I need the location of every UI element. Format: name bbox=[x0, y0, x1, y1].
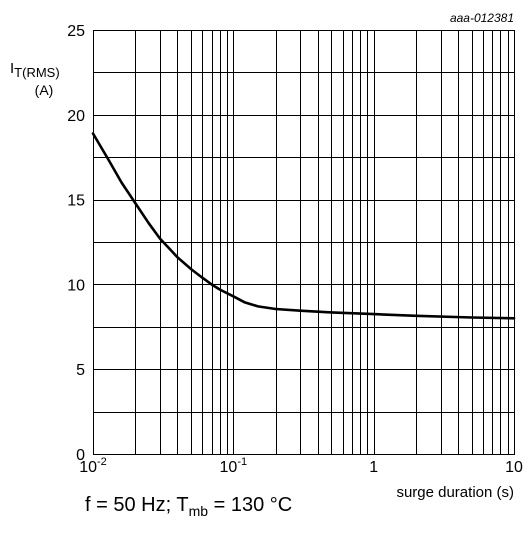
tick-labels: 0 5 10 15 20 25 10-2 10-1 1 10 bbox=[67, 23, 523, 476]
x-tick-label: 10 bbox=[505, 459, 523, 476]
condition-caption: f = 50 Hz; Tmb = 130 °C bbox=[85, 494, 292, 519]
y-tick-label: 20 bbox=[67, 108, 85, 125]
series bbox=[91, 132, 516, 320]
y-tick-label: 15 bbox=[67, 193, 85, 210]
x-tick-label: 1 bbox=[369, 459, 378, 476]
x-axis-title: surge duration (s) bbox=[396, 484, 514, 501]
caption-text: f = 50 Hz; T bbox=[85, 494, 189, 516]
plot-border bbox=[93, 30, 515, 455]
y-axis-title: IT(RMS) bbox=[10, 60, 60, 80]
caption-subscript: mb bbox=[188, 503, 209, 519]
figure-reference-id: aaa-012381 bbox=[449, 11, 514, 25]
caption-text-after: = 130 °C bbox=[208, 494, 293, 516]
y-tick-label: 25 bbox=[67, 23, 85, 40]
x-tick-label: 10-1 bbox=[220, 456, 248, 476]
y-tick-label: 10 bbox=[67, 277, 85, 294]
x-tick-label: 10-2 bbox=[79, 456, 107, 476]
axis-titles: IT(RMS) (A) surge duration (s) bbox=[10, 60, 514, 501]
grid bbox=[93, 30, 515, 455]
series-line bbox=[91, 132, 516, 320]
y-axis-unit: (A) bbox=[35, 82, 54, 98]
y-tick-label: 0 bbox=[76, 447, 85, 464]
y-tick-label: 5 bbox=[76, 362, 85, 379]
